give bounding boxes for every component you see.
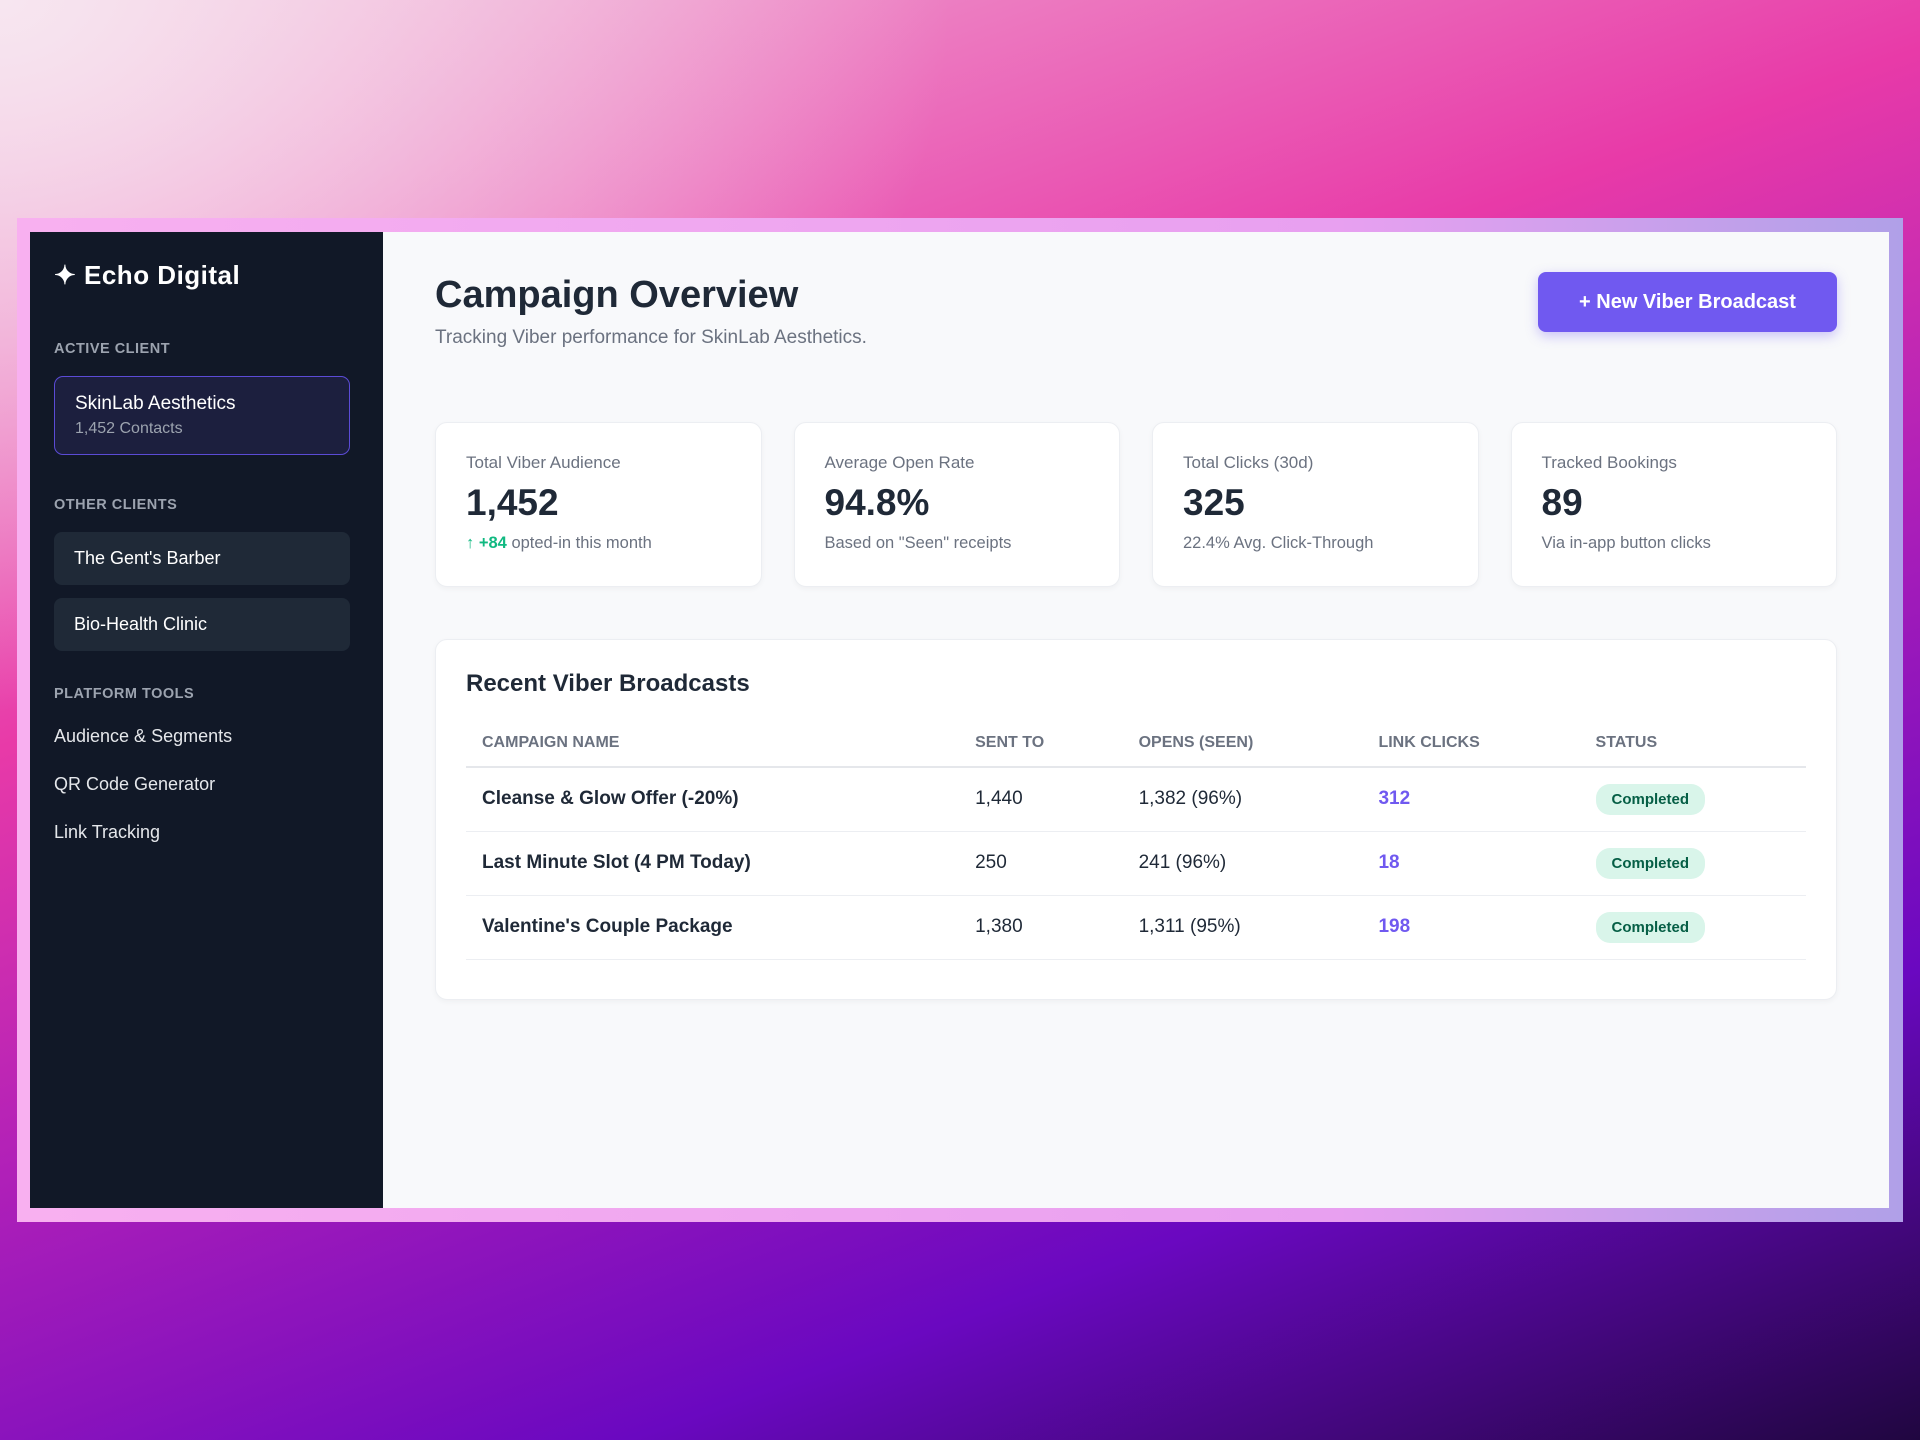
opens: 241 (96%) [1122,831,1363,896]
campaign-name: Valentine's Couple Package [466,895,960,960]
stat-label: Tracked Bookings [1541,453,1677,472]
stats-row: Total Viber Audience 1,452 ↑ +84 opted-i… [435,422,1837,587]
stat-value: 89 [1541,482,1583,523]
col-opens: OPENS (SEEN) [1122,724,1363,768]
stat-value: 1,452 [466,482,559,523]
table-row[interactable]: Cleanse & Glow Offer (-20%) 1,440 1,382 … [466,767,1806,832]
stat-card-bookings: Tracked Bookings 89 Via in-app button cl… [1510,422,1837,587]
stat-value: 94.8% [824,482,930,523]
nav-qr-code-generator[interactable]: QR Code Generator [54,774,216,794]
stat-card-open-rate: Average Open Rate 94.8% Based on "Seen" … [793,422,1120,587]
opens: 1,382 (96%) [1122,767,1363,832]
stat-label: Average Open Rate [824,453,975,472]
stat-note: Via in-app button clicks [1541,534,1711,552]
col-campaign-name: CAMPAIGN NAME [466,724,960,768]
client-item-gents-barber[interactable]: The Gent's Barber [54,532,350,585]
stat-note: ↑ +84 opted-in this month [466,534,731,553]
status-badge: Completed [1595,911,1706,943]
app: ✦ Echo Digital ACTIVE CLIENT SkinLab Aes… [30,232,1889,1208]
opens: 1,311 (95%) [1122,895,1363,960]
stat-delta: +84 [478,534,507,552]
active-client-contacts: 1,452 Contacts [75,420,183,437]
stat-note: Based on "Seen" receipts [824,534,1012,552]
col-sent-to: SENT TO [959,724,1123,768]
new-broadcast-button[interactable]: + New Viber Broadcast [1538,272,1837,332]
sent-to: 250 [959,831,1123,896]
recent-broadcasts-panel: Recent Viber Broadcasts CAMPAIGN NAME SE… [435,639,1837,1000]
link-clicks[interactable]: 312 [1362,767,1580,832]
stat-card-audience: Total Viber Audience 1,452 ↑ +84 opted-i… [435,422,762,587]
link-clicks[interactable]: 198 [1362,895,1580,960]
sidebar: ✦ Echo Digital ACTIVE CLIENT SkinLab Aes… [30,232,383,1208]
stat-label: Total Clicks (30d) [1183,453,1314,472]
stat-note-text: opted-in this month [511,534,652,552]
stat-note: 22.4% Avg. Click-Through [1183,534,1374,552]
campaign-name: Last Minute Slot (4 PM Today) [466,831,960,896]
nav-audience-segments[interactable]: Audience & Segments [54,726,233,746]
page-subtitle: Tracking Viber performance for SkinLab A… [435,327,867,348]
main-content: Campaign Overview Tracking Viber perform… [383,232,1889,1208]
active-client-name: SkinLab Aesthetics [75,393,236,414]
sent-to: 1,380 [959,895,1123,960]
platform-tools-heading: PLATFORM TOOLS [54,686,195,702]
link-clicks[interactable]: 18 [1362,831,1580,896]
status-badge: Completed [1595,847,1706,879]
active-client-heading: ACTIVE CLIENT [54,341,171,357]
table-row[interactable]: Valentine's Couple Package 1,380 1,311 (… [466,895,1806,960]
sent-to: 1,440 [959,767,1123,832]
active-client-card[interactable]: SkinLab Aesthetics 1,452 Contacts [54,376,350,455]
table-row[interactable]: Last Minute Slot (4 PM Today) 250 241 (9… [466,831,1806,896]
stat-card-clicks: Total Clicks (30d) 325 22.4% Avg. Click-… [1152,422,1479,587]
window-frame: ✦ Echo Digital ACTIVE CLIENT SkinLab Aes… [17,218,1903,1222]
client-item-bio-health[interactable]: Bio-Health Clinic [54,598,350,651]
col-status: STATUS [1579,724,1806,768]
stat-value: 325 [1183,482,1245,523]
nav-link-tracking[interactable]: Link Tracking [54,822,161,842]
logo: ✦ Echo Digital [54,260,241,290]
campaign-name: Cleanse & Glow Offer (-20%) [466,767,960,832]
table-title: Recent Viber Broadcasts [466,670,750,697]
arrow-up-icon: ↑ [466,534,475,552]
broadcasts-table: CAMPAIGN NAME SENT TO OPENS (SEEN) LINK … [466,724,1806,960]
status-badge: Completed [1595,783,1706,815]
col-link-clicks: LINK CLICKS [1362,724,1580,768]
other-clients-heading: OTHER CLIENTS [54,497,178,513]
stat-label: Total Viber Audience [466,453,621,472]
page-title: Campaign Overview [435,274,799,316]
